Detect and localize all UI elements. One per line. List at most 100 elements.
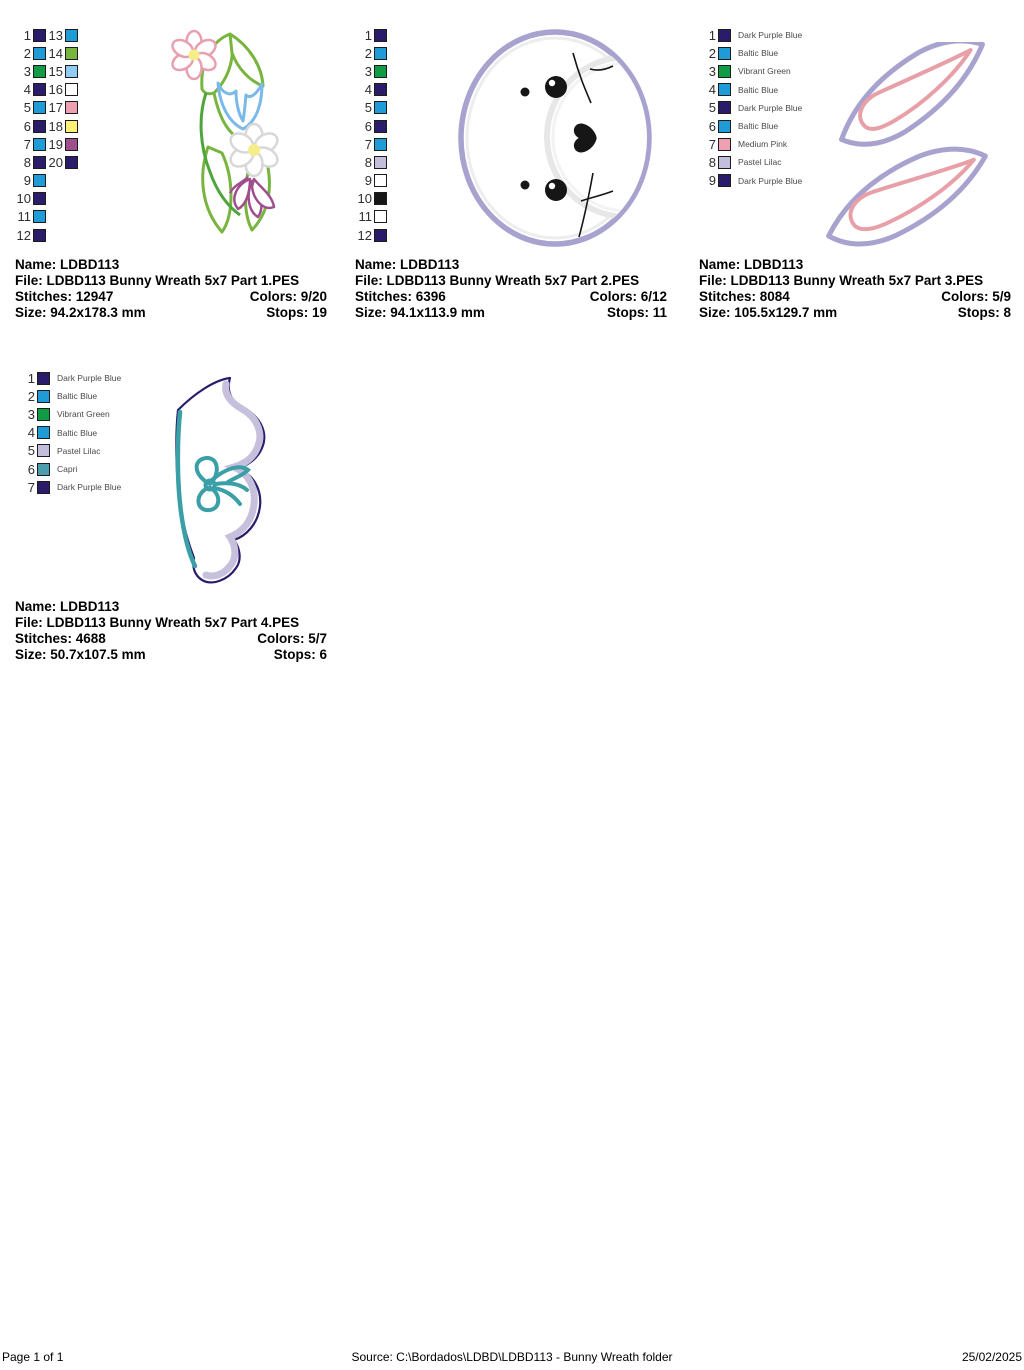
color-name-label: Pastel Lilac	[738, 157, 782, 168]
part2-info: Name: LDBD113 File: LDBD113 Bunny Wreath…	[355, 257, 667, 321]
color-name-label: Vibrant Green	[57, 409, 110, 420]
color-row: 3 Vibrant Green	[18, 405, 121, 423]
color-row: 3 Vibrant Green	[699, 62, 802, 80]
color-swatch	[33, 228, 46, 242]
color-row: 2 Baltic Blue	[18, 387, 121, 405]
color-row: 9	[14, 172, 46, 190]
color-number: 7	[23, 136, 31, 152]
color-swatch	[37, 371, 50, 385]
color-name-label: Baltic Blue	[738, 84, 779, 95]
color-number: 7	[27, 479, 35, 495]
color-swatch	[33, 83, 46, 97]
color-number: 1	[27, 370, 35, 386]
bunny-eyes	[520, 76, 567, 201]
color-swatch	[65, 64, 78, 78]
part3-color-list: 1 Dark Purple Blue 2 Baltic Blue 3 Vibrant Gr…	[699, 26, 802, 190]
color-name-label: Dark Purple Blue	[738, 175, 803, 186]
color-number: 14	[48, 45, 63, 61]
color-number: 6	[364, 118, 372, 134]
color-number: 8	[23, 154, 31, 170]
color-number: 12	[357, 227, 372, 243]
bunny-ears-graphic	[826, 42, 988, 247]
color-swatch	[374, 28, 387, 42]
part1-info: Name: LDBD113 File: LDBD113 Bunny Wreath…	[15, 257, 327, 321]
page-footer: Page 1 of 1 Source: C:\Bordados\LDBD\LDB…	[2, 1348, 1022, 1364]
part4-color-list: 1 Dark Purple Blue 2 Baltic Blue 3 Vibrant Gr…	[18, 369, 121, 496]
color-swatch	[718, 46, 731, 60]
color-swatch	[374, 192, 387, 206]
color-row: 3	[14, 62, 46, 80]
color-number: 3	[708, 63, 716, 79]
color-swatch	[65, 28, 78, 42]
color-number: 1	[23, 27, 31, 43]
stitches-colors-line: Stitches: 12947 Colors: 9/20	[15, 288, 327, 304]
color-swatch	[374, 155, 387, 169]
color-row: 10	[14, 190, 46, 208]
color-number: 18	[48, 118, 63, 134]
color-swatch	[37, 480, 50, 494]
color-row: 5 Pastel Lilac	[18, 442, 121, 460]
color-swatch	[33, 155, 46, 169]
color-swatch	[37, 426, 50, 440]
color-swatch	[65, 119, 78, 133]
color-number: 9	[708, 173, 716, 189]
color-row: 9	[355, 172, 387, 190]
color-swatch	[33, 174, 46, 188]
bunny-ear-bottom	[826, 146, 988, 247]
color-row: 16	[46, 81, 78, 99]
color-name-label: Baltic Blue	[738, 48, 779, 59]
color-number: 5	[708, 100, 716, 116]
color-row: 4 Baltic Blue	[699, 81, 802, 99]
part4-info: Name: LDBD113 File: LDBD113 Bunny Wreath…	[15, 599, 327, 663]
color-name-label: Baltic Blue	[57, 391, 98, 402]
color-number: 2	[364, 45, 372, 61]
color-number: 2	[708, 45, 716, 61]
part3-info: Name: LDBD113 File: LDBD113 Bunny Wreath…	[699, 257, 1011, 321]
color-swatch	[33, 137, 46, 151]
part2-color-list: 1 2 3 4 5 6 7 8 9 10 11 12	[355, 26, 387, 244]
color-number: 5	[23, 100, 31, 116]
color-row: 6	[14, 117, 46, 135]
color-name-label: Dark Purple Blue	[738, 30, 803, 41]
color-row: 8 Pastel Lilac	[699, 153, 802, 171]
color-row: 1 Dark Purple Blue	[699, 26, 802, 44]
source-path: Source: C:\Bordados\LDBD\LDBD113 - Bunny…	[351, 1350, 673, 1364]
size-stops-line: Size: 94.1x113.9 mm Stops: 11	[355, 304, 667, 320]
color-number: 12	[16, 227, 31, 243]
color-swatch	[65, 101, 78, 115]
color-number: 17	[48, 100, 63, 116]
color-swatch	[33, 192, 46, 206]
color-number: 2	[27, 388, 35, 404]
color-number: 4	[23, 82, 31, 98]
color-row: 1	[14, 26, 46, 44]
color-swatch	[718, 64, 731, 78]
color-swatch	[374, 46, 387, 60]
stitches-colors-line: Stitches: 8084 Colors: 5/9	[699, 288, 1011, 304]
color-swatch	[65, 83, 78, 97]
part2-thumbnail	[455, 25, 660, 253]
color-row: 5	[355, 99, 387, 117]
pink-flower	[171, 29, 217, 81]
color-number: 8	[364, 154, 372, 170]
color-number: 10	[357, 191, 372, 207]
color-swatch	[718, 101, 731, 115]
color-number: 8	[708, 154, 716, 170]
color-row: 11	[14, 208, 46, 226]
part1-color-list: 1 2 3 4 5 6 7 8 9 10 11 12 13 14 15 16 17 18 19 20	[14, 26, 78, 244]
bunny-whiskers	[572, 52, 614, 238]
color-row: 7	[355, 135, 387, 153]
color-row: 7	[14, 135, 46, 153]
color-number: 11	[17, 209, 32, 225]
color-row: 6	[355, 117, 387, 135]
color-row: 4	[355, 81, 387, 99]
color-row: 5 Dark Purple Blue	[699, 99, 802, 117]
color-number: 6	[27, 461, 35, 477]
color-row: 8	[14, 153, 46, 171]
color-swatch	[374, 228, 387, 242]
color-number: 7	[364, 136, 372, 152]
color-name-label: Dark Purple Blue	[738, 102, 803, 113]
color-swatch	[33, 64, 46, 78]
color-row: 3	[355, 62, 387, 80]
color-number: 4	[708, 82, 716, 98]
